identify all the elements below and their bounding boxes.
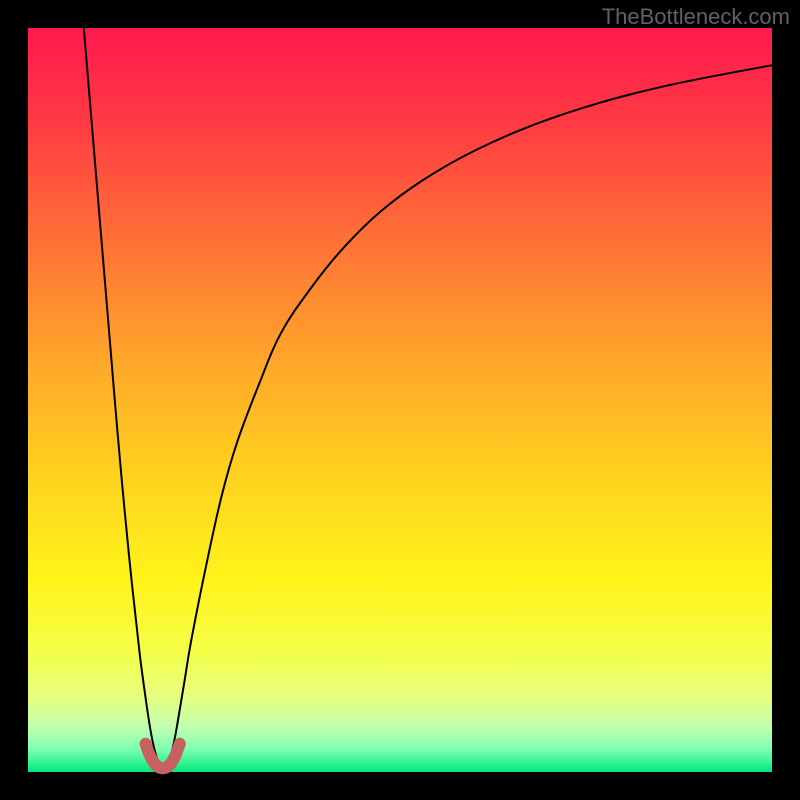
bottleneck-chart <box>0 0 800 800</box>
chart-container: TheBottleneck.com <box>0 0 800 800</box>
watermark-text: TheBottleneck.com <box>602 4 790 30</box>
